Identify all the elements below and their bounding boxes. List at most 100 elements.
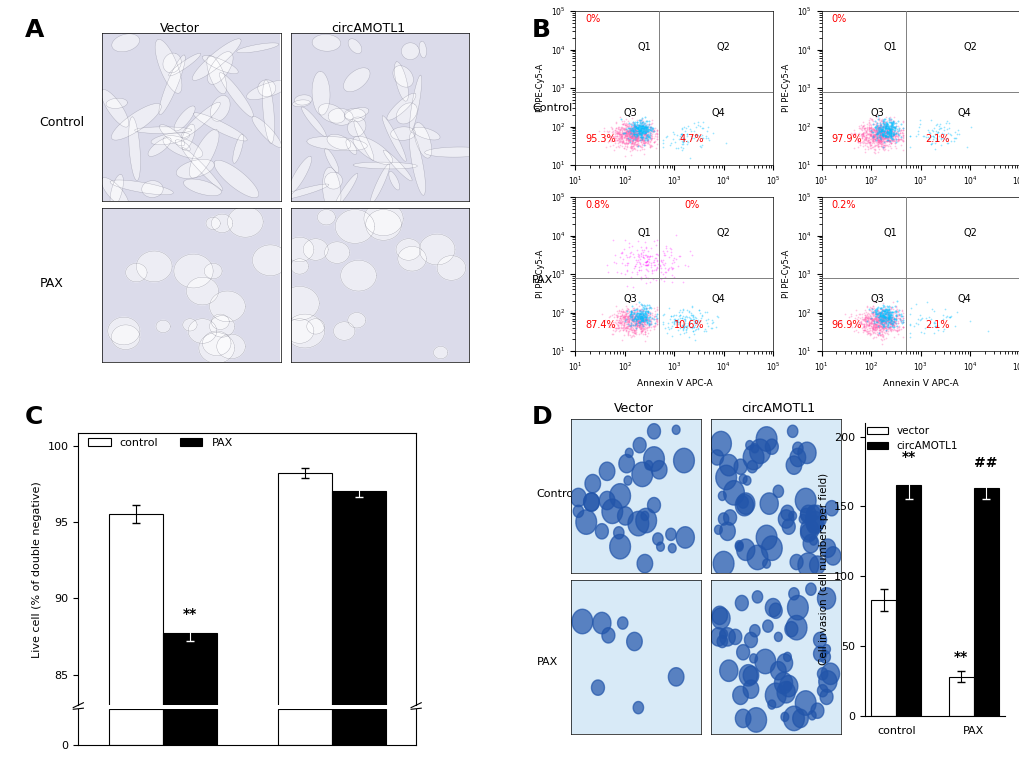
Point (870, 125, 887, 137)
Point (881, 318, 898, 330)
Point (865, 305, 881, 318)
Point (633, 120, 649, 133)
Point (674, 132, 690, 144)
Point (619, 265, 635, 277)
Point (623, 135, 639, 147)
Point (876, 119, 893, 131)
Point (672, 130, 688, 143)
Point (877, 125, 894, 137)
Point (851, 137, 867, 149)
Point (623, 125, 639, 137)
Point (642, 313, 658, 325)
Polygon shape (335, 209, 374, 243)
Point (637, 321, 653, 333)
Point (633, 314, 649, 327)
Point (861, 137, 877, 150)
Point (628, 122, 644, 134)
Point (873, 307, 890, 319)
Point (867, 134, 883, 146)
Point (645, 121, 661, 133)
Polygon shape (735, 709, 750, 728)
Point (624, 131, 640, 143)
Point (866, 127, 882, 140)
Point (625, 125, 641, 137)
Point (676, 315, 692, 328)
Point (635, 120, 651, 132)
Point (940, 122, 956, 134)
Point (619, 305, 635, 318)
Point (633, 127, 649, 139)
Point (860, 120, 876, 132)
Point (626, 123, 642, 135)
Point (868, 127, 884, 139)
Point (634, 134, 650, 146)
Point (626, 131, 642, 143)
Point (876, 130, 893, 142)
Point (621, 315, 637, 328)
Point (675, 137, 691, 149)
Bar (331, 492, 385, 767)
Point (878, 130, 895, 142)
Point (872, 134, 889, 146)
Point (637, 314, 653, 326)
Point (637, 124, 653, 137)
Point (616, 117, 633, 129)
Polygon shape (647, 423, 660, 439)
Point (629, 130, 645, 143)
Point (624, 132, 640, 144)
Point (643, 311, 659, 324)
Point (604, 315, 621, 328)
Point (632, 131, 648, 143)
Point (888, 301, 904, 313)
Point (620, 307, 636, 319)
Point (615, 118, 632, 130)
Point (873, 318, 890, 330)
Point (901, 130, 917, 142)
Point (868, 302, 884, 314)
Point (621, 123, 637, 136)
Point (894, 134, 910, 146)
Point (865, 314, 881, 327)
Point (627, 138, 643, 150)
Point (877, 314, 894, 326)
Point (636, 123, 652, 135)
Polygon shape (749, 624, 759, 637)
Point (644, 132, 660, 144)
Point (619, 132, 635, 144)
Point (881, 125, 898, 137)
Point (864, 133, 880, 146)
Point (623, 129, 639, 141)
Point (871, 321, 888, 333)
Point (855, 126, 871, 138)
Point (887, 311, 903, 324)
Point (634, 321, 650, 334)
Point (894, 135, 910, 147)
Polygon shape (253, 245, 288, 275)
Polygon shape (712, 551, 734, 576)
Point (865, 130, 881, 142)
Point (871, 129, 888, 141)
Point (628, 311, 644, 324)
Point (872, 129, 889, 141)
Point (622, 249, 638, 262)
Point (632, 136, 648, 148)
Point (857, 131, 873, 143)
Point (884, 133, 901, 146)
Point (614, 324, 631, 336)
Point (874, 322, 891, 334)
Polygon shape (777, 510, 793, 528)
Point (626, 311, 642, 324)
Point (882, 120, 899, 133)
Point (871, 128, 888, 140)
Point (639, 305, 655, 318)
Point (860, 127, 876, 140)
Point (627, 126, 643, 138)
Point (879, 311, 896, 324)
Point (865, 146, 881, 158)
Point (868, 316, 884, 328)
Point (633, 309, 649, 321)
Point (609, 319, 626, 331)
Point (637, 123, 653, 136)
Point (888, 324, 904, 336)
Point (874, 321, 891, 333)
